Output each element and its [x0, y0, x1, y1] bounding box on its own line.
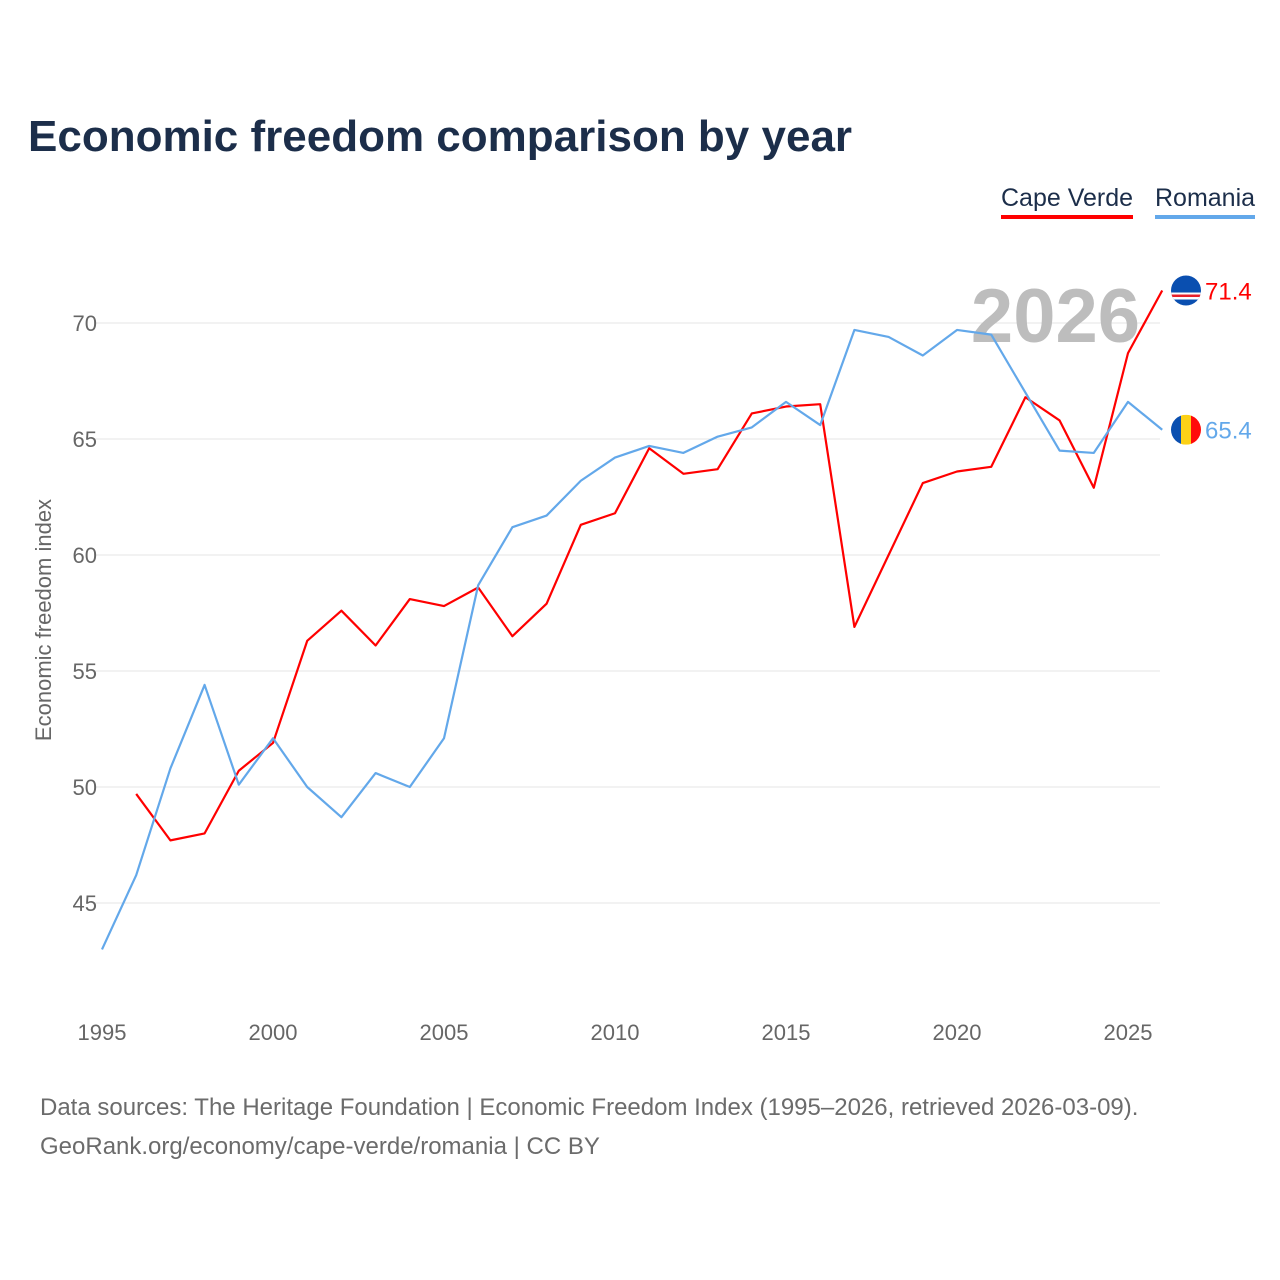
source-line-2[interactable]: GeoRank.org/economy/cape-verde/romania |…: [40, 1133, 600, 1160]
x-tick-label: 2020: [933, 1020, 982, 1045]
y-tick-label: 60: [73, 543, 97, 568]
series-line-romania: [101, 328, 1163, 950]
end-value-label: 65.4: [1205, 418, 1252, 445]
x-tick-label: 2005: [420, 1020, 469, 1045]
series-line-cape-verde: [135, 289, 1164, 842]
romania-flag-icon: [1171, 414, 1201, 445]
x-tick-label: 1995: [78, 1020, 127, 1045]
legend-cape-verde[interactable]: Cape Verde: [1001, 184, 1134, 219]
y-tick-label: 50: [73, 775, 97, 800]
y-axis-label: Economic freedom index: [31, 499, 56, 741]
y-tick-label: 65: [73, 427, 97, 452]
x-tick-label: 2010: [591, 1020, 640, 1045]
end-value-label: 71.4: [1205, 279, 1252, 306]
cape-verde-flag-icon: [1171, 275, 1201, 306]
x-tick-label: 2025: [1104, 1020, 1153, 1045]
source-note: Data sources: The Heritage Foundation | …: [40, 1088, 1138, 1166]
y-tick-label: 70: [73, 311, 97, 336]
chart-title: Economic freedom comparison by year: [28, 112, 853, 161]
year-watermark: 2026: [971, 274, 1140, 359]
y-tick-label: 45: [73, 891, 97, 916]
x-tick-label: 2015: [762, 1020, 811, 1045]
source-line-1: Data sources: The Heritage Foundation | …: [40, 1094, 1139, 1121]
y-tick-label: 55: [73, 659, 97, 684]
x-tick-label: 2000: [249, 1020, 298, 1045]
legend-romania[interactable]: Romania: [1155, 184, 1256, 219]
